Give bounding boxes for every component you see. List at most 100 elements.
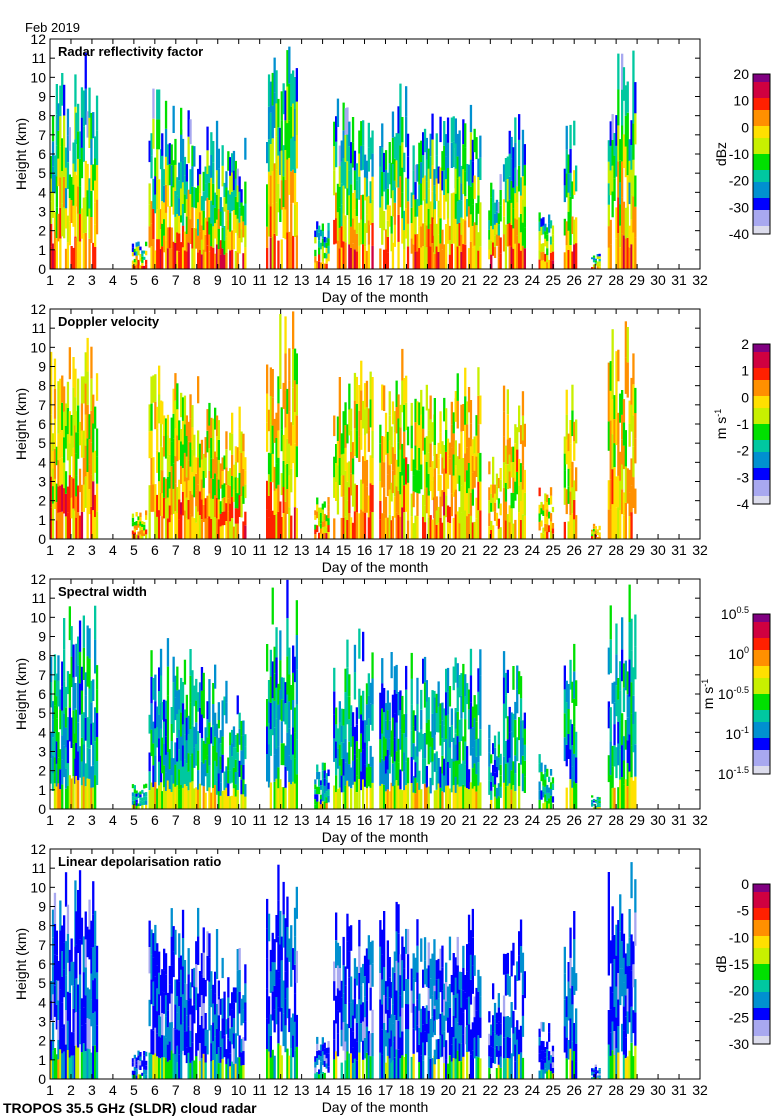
x-tick-label: 29 [629,272,645,288]
echo-cell [433,224,436,239]
echo-cell [163,721,166,744]
echo-cell [180,688,183,713]
echo-cell [475,456,478,477]
echo-cell [551,528,555,534]
echo-cell [64,516,68,539]
echo-cell [327,1053,330,1060]
echo-cell [473,717,476,741]
echo-cell [208,722,211,745]
echo-cell [236,970,239,993]
echo-cell [475,203,478,226]
echo-cell [217,791,220,809]
echo-cell [443,515,446,539]
echo-cell [613,155,616,179]
echo-cell [609,170,612,196]
echo-cell [371,176,374,200]
echo-cell [187,136,190,164]
echo-cell [223,240,226,255]
echo-cell [64,788,68,809]
echo-cell [563,713,566,738]
colorbar-swatch [753,420,770,425]
echo-cell [223,790,226,809]
echo-cell [367,220,370,245]
echo-cell [516,202,519,220]
echo-cell [197,1022,200,1051]
echo-cell [493,246,497,258]
echo-cell [293,475,297,508]
echo-cell [75,112,78,144]
echo-cell [369,703,372,725]
y-tick-label: 6 [38,416,46,432]
echo-cell [596,531,599,534]
echo-cell [410,207,413,224]
echo-cell [371,458,374,485]
echo-cell [546,768,549,777]
echo-cell [141,536,144,539]
echo-cell [314,534,317,539]
echo-cell [420,729,423,750]
echo-cell [286,438,289,464]
echo-cell [137,1055,140,1061]
echo-cell [350,976,353,1003]
echo-cell [504,672,508,696]
echo-cell [492,189,495,203]
x-tick-label: 7 [172,272,180,288]
echo-cell [350,163,353,185]
echo-cell [544,786,547,795]
echo-cell [174,742,177,765]
echo-cell [269,782,272,809]
echo-cell [384,1062,388,1079]
echo-cell [82,233,85,269]
echo-cell [414,957,417,982]
echo-cell [206,430,209,453]
echo-cell [549,513,553,522]
echo-cell [365,380,369,408]
echo-cell [232,170,236,191]
echo-cell [318,254,321,262]
echo-cell [416,199,419,217]
echo-cell [546,509,549,517]
echo-cell [232,1033,236,1049]
echo-cell [166,476,170,498]
echo-cell [437,166,440,184]
echo-cell [90,973,93,1000]
plot-frame [49,308,701,540]
echo-cell [383,995,386,1023]
echo-cell [456,373,459,401]
echo-cell [611,329,614,365]
echo-cell [626,740,629,764]
echo-cell [234,196,237,215]
echo-cell [316,497,319,505]
echo-cell [221,165,224,187]
echo-cell [423,505,427,523]
x-tick-label: 12 [273,272,289,288]
echo-cell [82,647,85,680]
echo-cell [238,494,241,517]
echo-cell [538,259,541,269]
echo-cell [479,481,482,511]
echo-cell [161,447,164,471]
echo-cell [591,267,594,269]
echo-cell [628,492,631,516]
echo-cell [92,423,95,453]
echo-cell [630,404,633,432]
echo-cell [493,224,497,236]
echo-cell [197,770,200,790]
echo-cell [358,245,361,269]
echo-cell [615,507,618,539]
echo-cell [512,713,515,738]
echo-cell [95,164,99,200]
echo-cell [335,141,338,168]
echo-cell [266,699,269,727]
echo-cell [290,1017,293,1049]
echo-cell [90,723,93,745]
echo-cell [405,1004,408,1029]
echo-cell [88,1019,91,1050]
echo-cell [143,256,146,260]
echo-cell [176,1029,179,1046]
echo-cell [212,683,215,704]
echo-cell [391,516,395,539]
echo-cell [158,239,161,269]
echo-cell [420,1032,423,1056]
colorbar-swatch [753,74,770,79]
